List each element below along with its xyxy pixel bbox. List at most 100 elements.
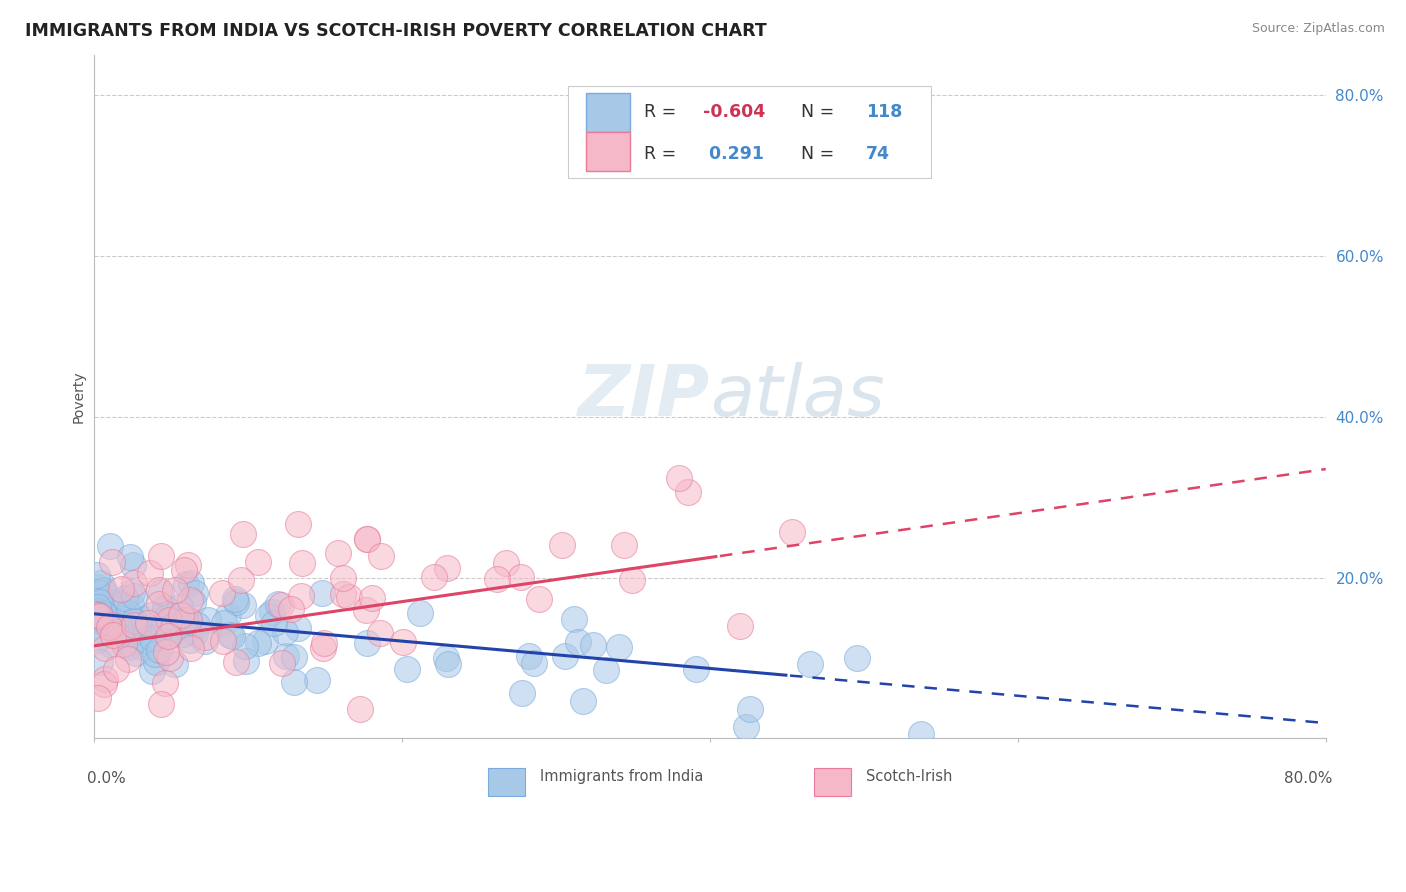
Point [274, 648, 297, 663]
Point [283, 675, 305, 690]
Point [157, 629, 180, 643]
Point [337, 591, 360, 605]
Text: 80.0%: 80.0% [1284, 771, 1331, 786]
Point [349, 702, 371, 716]
Point [139, 566, 162, 581]
Point [356, 636, 378, 650]
Point [194, 634, 217, 648]
Point [124, 646, 146, 660]
Point [89, 606, 111, 620]
Point [738, 702, 761, 716]
Point [104, 662, 127, 676]
Point [510, 685, 533, 699]
Point [225, 595, 247, 609]
Point [98, 637, 121, 651]
Point [181, 595, 204, 609]
Point [186, 617, 208, 632]
Point [174, 577, 197, 591]
Point [97, 620, 120, 634]
Point [136, 616, 159, 631]
Text: N =: N = [790, 145, 839, 163]
Point [780, 525, 803, 540]
Point [101, 628, 124, 642]
Point [120, 598, 142, 612]
Point [253, 634, 276, 648]
Point [117, 640, 139, 654]
Point [287, 621, 309, 635]
Point [311, 586, 333, 600]
Point [163, 583, 186, 598]
Point [183, 626, 205, 640]
Point [307, 673, 329, 687]
Point [180, 640, 202, 655]
Point [150, 584, 173, 599]
Point [551, 538, 574, 552]
Point [105, 625, 128, 640]
FancyBboxPatch shape [568, 86, 931, 178]
Point [86, 607, 108, 621]
Point [267, 597, 290, 611]
Bar [586, 132, 630, 171]
Point [510, 570, 533, 584]
Point [392, 634, 415, 648]
Point [132, 612, 155, 626]
Point [221, 629, 243, 643]
Point [356, 533, 378, 547]
Text: 74: 74 [866, 145, 890, 163]
Point [291, 556, 314, 570]
Point [159, 650, 181, 665]
Point [117, 652, 139, 666]
Point [156, 630, 179, 644]
Point [129, 617, 152, 632]
Point [86, 584, 108, 599]
Y-axis label: Poverty: Poverty [72, 370, 86, 423]
Point [595, 664, 617, 678]
Point [169, 600, 191, 615]
Point [232, 599, 254, 613]
Text: Immigrants from India: Immigrants from India [540, 770, 703, 784]
Point [122, 614, 145, 628]
Point [118, 549, 141, 564]
Point [354, 603, 377, 617]
Point [135, 633, 157, 648]
Point [179, 576, 201, 591]
Point [86, 632, 108, 647]
Text: 0.0%: 0.0% [87, 771, 127, 786]
Point [567, 634, 589, 648]
Point [211, 633, 233, 648]
Point [582, 638, 605, 652]
Point [730, 619, 752, 633]
Point [436, 561, 458, 575]
Point [572, 694, 595, 708]
Point [86, 604, 108, 618]
Point [197, 613, 219, 627]
Point [368, 625, 391, 640]
Point [165, 657, 187, 672]
Point [112, 637, 135, 651]
Point [141, 664, 163, 678]
Point [263, 616, 285, 631]
Point [179, 592, 201, 607]
Point [287, 516, 309, 531]
Point [97, 619, 120, 633]
Point [409, 606, 432, 620]
Point [554, 648, 576, 663]
Bar [488, 768, 524, 797]
Point [395, 662, 418, 676]
Point [93, 583, 115, 598]
Point [122, 576, 145, 591]
Point [527, 592, 550, 607]
Point [312, 641, 335, 656]
Point [86, 613, 108, 627]
Point [437, 657, 460, 671]
Point [149, 698, 172, 712]
Point [122, 618, 145, 632]
Point [434, 650, 457, 665]
Point [89, 608, 111, 623]
Point [101, 555, 124, 569]
Point [620, 573, 643, 587]
Point [86, 608, 108, 623]
Point [86, 690, 108, 705]
Point [121, 626, 143, 640]
Point [86, 599, 108, 614]
